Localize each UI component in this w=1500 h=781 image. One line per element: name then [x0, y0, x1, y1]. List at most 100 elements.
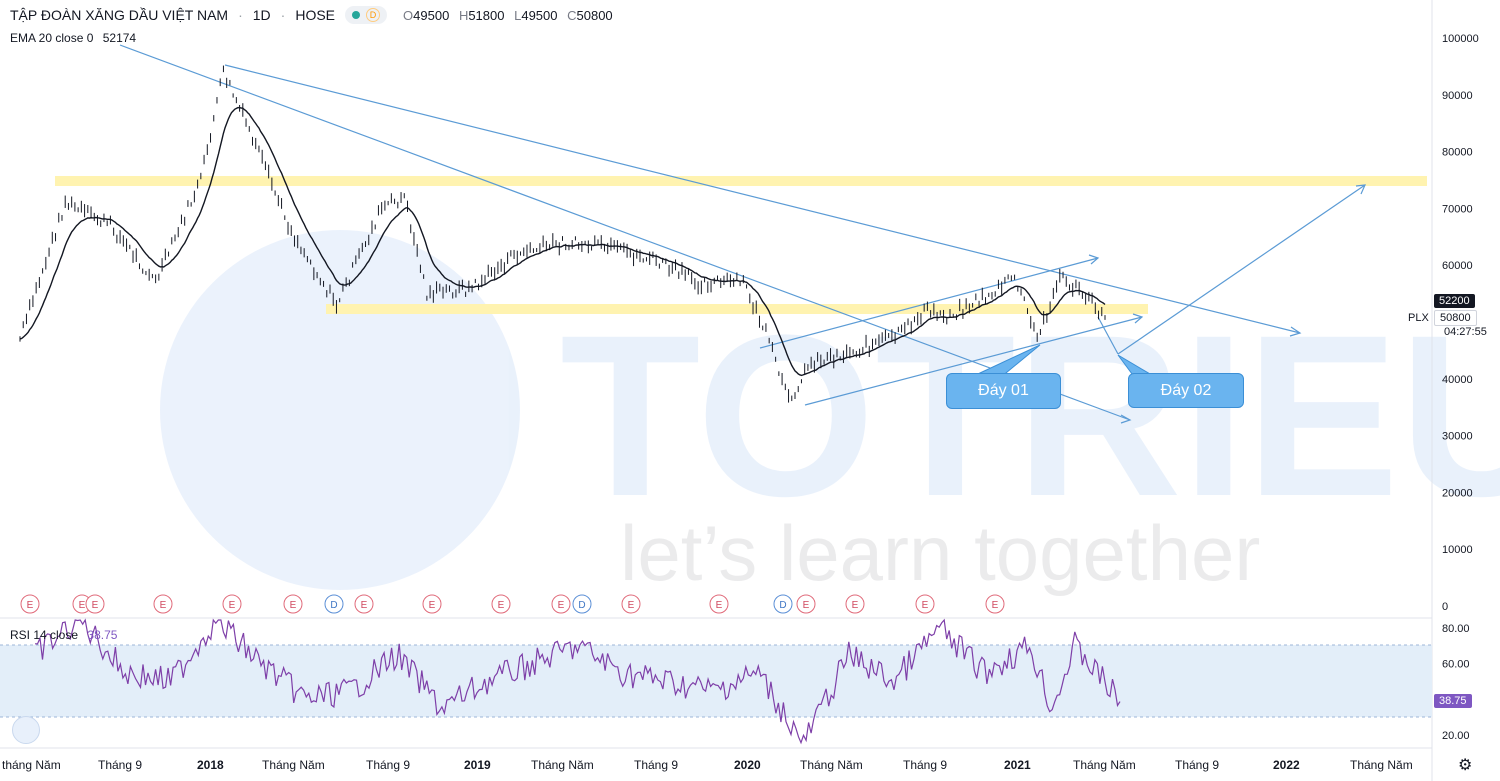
earnings-event-icon[interactable] [283, 594, 303, 614]
watermark-brand: TOTRIEU [560, 287, 1500, 544]
settings-gear-icon[interactable]: ⚙ [1458, 757, 1473, 774]
time-tick-label: Tháng Năm [262, 758, 325, 772]
price-tick-label: 90000 [1442, 90, 1473, 102]
time-tick-label: Tháng 9 [366, 758, 410, 772]
ohlc-values: O49500 H51800 L49500 C50800 [403, 7, 613, 23]
time-tick-label: Tháng Năm [531, 758, 594, 772]
earnings-event-icon[interactable] [551, 594, 571, 614]
bar-countdown: 04:27:55 [1444, 326, 1487, 338]
trendline-long-down[interactable] [119, 44, 1131, 421]
price-tick-label: 10000 [1442, 544, 1473, 556]
time-tick-label: 2021 [1004, 758, 1031, 772]
projection-down[interactable] [1097, 316, 1119, 355]
price-tick-label: 60000 [1442, 260, 1473, 272]
time-tick-label: 2022 [1273, 758, 1300, 772]
time-tick-label: 2019 [464, 758, 491, 772]
rsi-band [0, 645, 1432, 717]
arrowhead-icon [1088, 254, 1100, 265]
callout-bottom-02[interactable]: Đáy 02 [1128, 373, 1244, 408]
dividend-event-icon[interactable] [324, 594, 344, 614]
arrowhead-icon [1120, 414, 1132, 424]
rsi-line [34, 618, 1121, 745]
event-label: D [779, 600, 786, 611]
event-label: D [578, 600, 585, 611]
tradingview-logo-icon[interactable] [12, 716, 40, 744]
symbol-title[interactable]: TẬP ĐOÀN XĂNG DẦU VIỆT NAM [10, 7, 229, 23]
symbol-header: TẬP ĐOÀN XĂNG DẦU VIỆT NAM · 1D · HOSE D… [10, 6, 613, 24]
dividend-event-icon[interactable] [572, 594, 592, 614]
earnings-event-icon[interactable] [796, 594, 816, 614]
time-tick-label: Tháng 9 [634, 758, 678, 772]
delayed-badge: D [366, 8, 381, 22]
projection-up[interactable] [1117, 184, 1366, 355]
close-value: 50800 [576, 7, 613, 23]
rsi-legend[interactable]: RSI 14 close 38.75 [10, 628, 117, 642]
resistance-zone[interactable] [55, 176, 1427, 186]
channel-lower[interactable] [804, 316, 1143, 406]
ema-line [19, 106, 1106, 377]
ema-series [19, 106, 1106, 377]
earnings-event-icon[interactable] [491, 594, 511, 614]
earnings-event-icon[interactable] [354, 594, 374, 614]
price-tick-label: 0 [1442, 601, 1448, 613]
time-axis[interactable]: tháng Năm Tháng 9 2018 Tháng Năm Tháng 9 2019… [2, 758, 1413, 772]
open-value: 49500 [413, 7, 450, 23]
event-label: E [160, 600, 167, 611]
event-label: E [498, 600, 505, 611]
price-tick-label: 70000 [1442, 203, 1473, 215]
earnings-event-icon[interactable] [153, 594, 173, 614]
earnings-event-icon[interactable] [422, 594, 442, 614]
time-tick-label: Tháng Năm [1350, 758, 1413, 772]
event-label: E [79, 600, 86, 611]
trendlines[interactable] [119, 44, 1366, 421]
time-tick-label: tháng Năm [2, 758, 61, 772]
arrowhead-icon [1355, 184, 1366, 195]
earnings-event-icon[interactable] [915, 594, 935, 614]
channel-upper[interactable] [759, 257, 1099, 349]
watermark: TOTRIEU let’s learn together [160, 230, 1500, 597]
price-tick-label: 40000 [1442, 374, 1473, 386]
last-price-tag: 50800 [1434, 310, 1477, 326]
ticker-label: PLX [1408, 312, 1429, 324]
callout-bottom-01[interactable]: Đáy 01 [946, 373, 1061, 409]
support-zone[interactable] [326, 304, 1148, 314]
market-status-pill[interactable]: D [345, 6, 388, 24]
trendline-upper-resistance[interactable] [224, 64, 1301, 334]
ema-label: EMA 20 close 0 [10, 31, 94, 45]
time-tick-label: Tháng 9 [98, 758, 142, 772]
time-tick-label: Tháng Năm [800, 758, 863, 772]
event-label: E [922, 600, 929, 611]
time-tick-label: Tháng Năm [1073, 758, 1136, 772]
event-label: E [92, 600, 99, 611]
interval-label[interactable]: 1D [252, 7, 271, 23]
high-value: 51800 [468, 7, 505, 23]
earnings-event-icon[interactable] [85, 594, 105, 614]
event-label: E [429, 600, 436, 611]
event-label: E [992, 600, 999, 611]
arrowheads [1088, 184, 1366, 424]
earnings-event-icon[interactable] [621, 594, 641, 614]
earnings-event-icon[interactable] [845, 594, 865, 614]
time-tick-label: 2018 [197, 758, 224, 772]
rsi-series[interactable] [34, 618, 1121, 745]
price-tick-label: 80000 [1442, 147, 1473, 159]
market-open-icon [352, 11, 361, 19]
arrowhead-icon [1289, 326, 1302, 337]
rsi-value: 38.75 [87, 628, 118, 642]
earnings-event-icon[interactable] [20, 594, 40, 614]
earnings-event-icon[interactable] [985, 594, 1005, 614]
event-label: D [330, 600, 337, 611]
ema-legend[interactable]: EMA 20 close 0 52174 [10, 31, 136, 45]
event-label: E [361, 600, 368, 611]
event-label: E [229, 600, 236, 611]
low-value: 49500 [521, 7, 558, 23]
event-label: E [803, 600, 810, 611]
earnings-event-icon[interactable] [222, 594, 242, 614]
dividend-event-icon[interactable] [773, 594, 793, 614]
event-label: E [852, 600, 859, 611]
earnings-event-icon[interactable] [709, 594, 729, 614]
ema-price-tag: 52200 [1434, 294, 1475, 308]
